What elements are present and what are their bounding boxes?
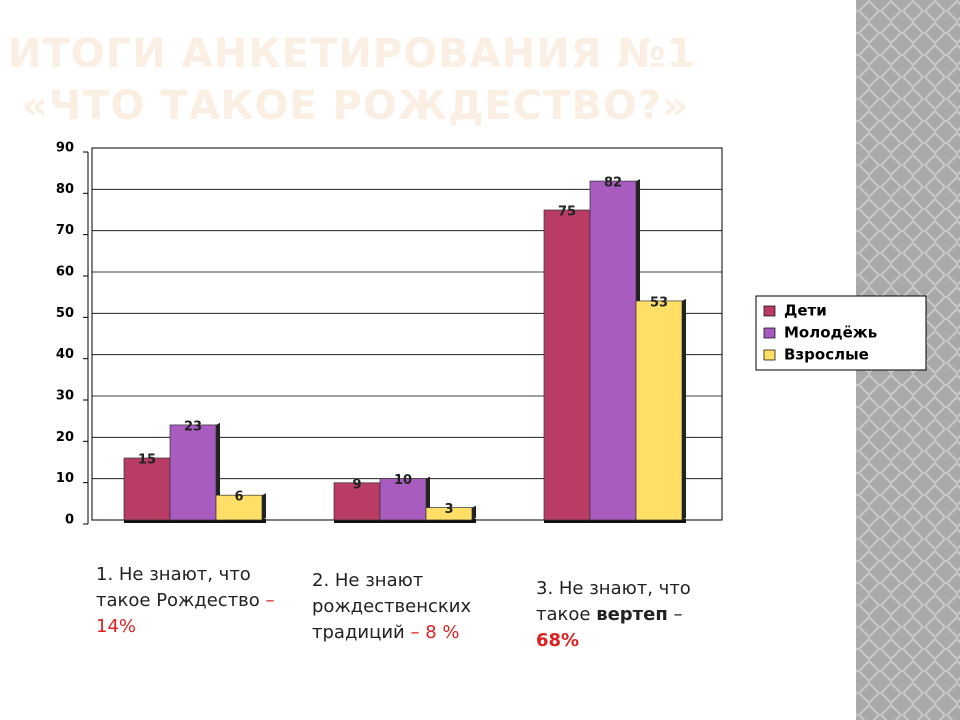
bar-side (472, 505, 476, 520)
bar-side (380, 480, 384, 520)
value-label: 6 (234, 490, 243, 505)
caption-text: – (667, 604, 683, 625)
bar-side (682, 298, 686, 520)
value-label: 3 (444, 502, 453, 517)
y-tick-label: 0 (65, 513, 74, 528)
bar (543, 209, 591, 521)
value-label: 53 (650, 295, 668, 310)
caption-text: 68% (536, 630, 580, 651)
bar-floor (544, 519, 686, 523)
caption-text: 3. Не знают, что такое (536, 578, 691, 625)
caption: 3. Не знают, что такое вертеп – 68% (536, 576, 726, 654)
value-label: 9 (352, 477, 361, 492)
caption-text: вертеп (596, 604, 668, 625)
caption: 1. Не знают, что такое Рождество – 14% (96, 562, 296, 640)
y-tick-label: 40 (56, 347, 74, 362)
legend-label: Дети (784, 302, 827, 320)
y-tick-label: 70 (56, 223, 74, 238)
y-tick-label: 80 (56, 182, 74, 197)
bar-side (590, 208, 594, 520)
title-line: ИТОГИ АНКЕТИРОВАНИЯ №1 (8, 31, 696, 77)
legend-swatch (763, 349, 776, 361)
bar (123, 457, 171, 521)
y-tick-label: 20 (56, 430, 74, 445)
caption: 2. Не знают рождественских традиций – 8 … (312, 568, 512, 646)
value-label: 23 (184, 419, 202, 434)
y-tick-label: 90 (56, 141, 74, 156)
bar-side (426, 476, 430, 520)
bar (589, 180, 637, 521)
bar-side (216, 422, 220, 520)
value-label: 15 (138, 453, 156, 468)
y-tick-label: 30 (56, 389, 74, 404)
bar-side (262, 493, 266, 520)
caption-text: – 8 % (410, 622, 460, 643)
caption-text: – 14% (96, 590, 275, 637)
caption-text: 2. Не знают рождественских традиций (312, 570, 472, 643)
y-tick-label: 60 (56, 265, 74, 280)
value-label: 75 (558, 205, 576, 220)
caption-text: 1. Не знают, что такое Рождество (96, 564, 266, 611)
plot-area (91, 147, 723, 521)
legend-label: Взрослые (784, 346, 869, 364)
bar-side (636, 179, 640, 521)
title-line: «ЧТО ТАКОЕ РОЖДЕСТВО?» (22, 83, 689, 129)
legend-label: Молодёжь (784, 324, 877, 342)
bar (169, 424, 217, 521)
legend (755, 295, 927, 371)
value-label: 10 (394, 473, 412, 488)
bar (635, 300, 683, 521)
slide-title: ИТОГИ АНКЕТИРОВАНИЯ №1 «ЧТО ТАКОЕ РОЖДЕС… (8, 28, 695, 132)
bar (333, 482, 381, 521)
bar (425, 507, 473, 521)
side-panel (856, 0, 960, 720)
value-label: 82 (604, 176, 622, 191)
bar (379, 478, 427, 521)
bar-floor (334, 519, 476, 523)
y-tick-label: 50 (56, 306, 74, 321)
bar (215, 494, 263, 521)
y-tick-label: 10 (56, 471, 74, 486)
bar-side (170, 456, 174, 520)
bar-floor (124, 519, 266, 523)
legend-swatch (763, 305, 776, 317)
legend-swatch (763, 327, 776, 339)
